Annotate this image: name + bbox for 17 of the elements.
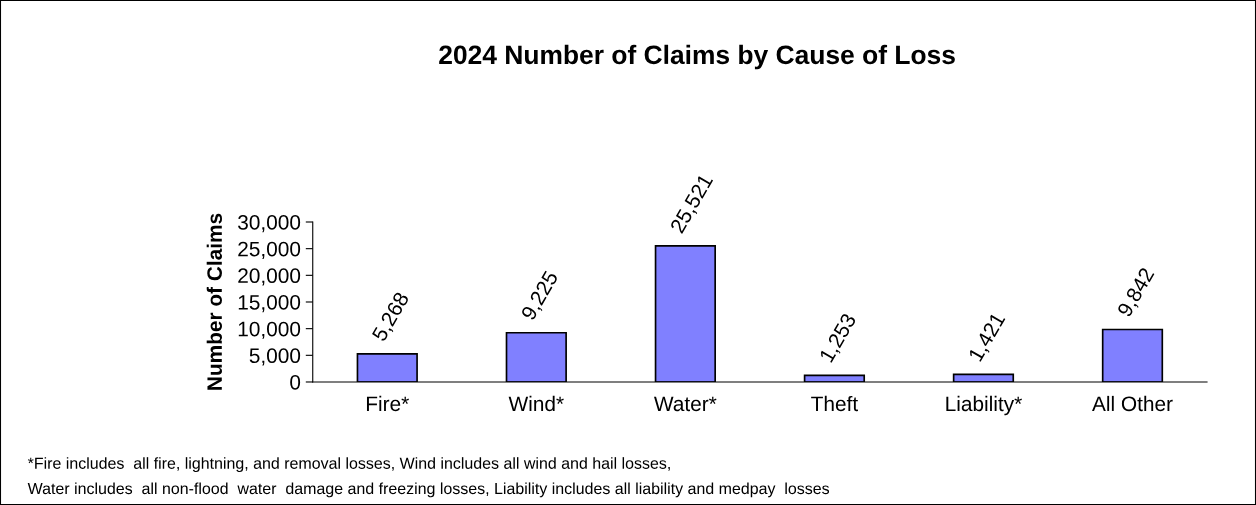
y-tick-label: 20,000 (238, 268, 301, 286)
y-tick-label: 10,000 (238, 321, 301, 339)
y-tick-label: 15,000 (238, 294, 301, 313)
y-axis-title: Number of Claims (206, 213, 222, 390)
x-tick-label: Wind* (508, 395, 564, 412)
y-tick-label: 5,000 (249, 348, 301, 366)
x-tick-label: Theft (811, 395, 858, 412)
y-tick-label: 0 (290, 374, 301, 390)
chart-title: 2024 Number of Claims by Cause of Loss (439, 44, 955, 70)
y-tick-label: 30,000 (238, 215, 301, 233)
y-tick-label: 25,000 (238, 241, 301, 259)
x-tick-label: All Other (1092, 395, 1173, 412)
x-tick-label: Water* (654, 396, 717, 412)
x-tick-label: Liability* (946, 395, 1022, 416)
text: *Fire includes all fire, lightning, and removal losses, Wind includes all wind and hail losses, (27, 457, 670, 473)
x-tick-label: Fire* (366, 395, 409, 412)
text: Water includes all non-flood water damage and freezing losses, Liability includes all liability and medpay losses (27, 482, 830, 498)
